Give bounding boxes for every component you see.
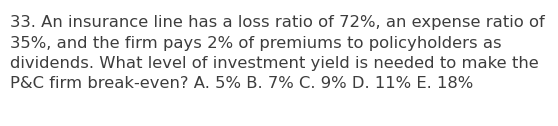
Text: 33. An insurance line has a loss ratio of 72%, an expense ratio of
35%, and the : 33. An insurance line has a loss ratio o… [10, 15, 545, 91]
